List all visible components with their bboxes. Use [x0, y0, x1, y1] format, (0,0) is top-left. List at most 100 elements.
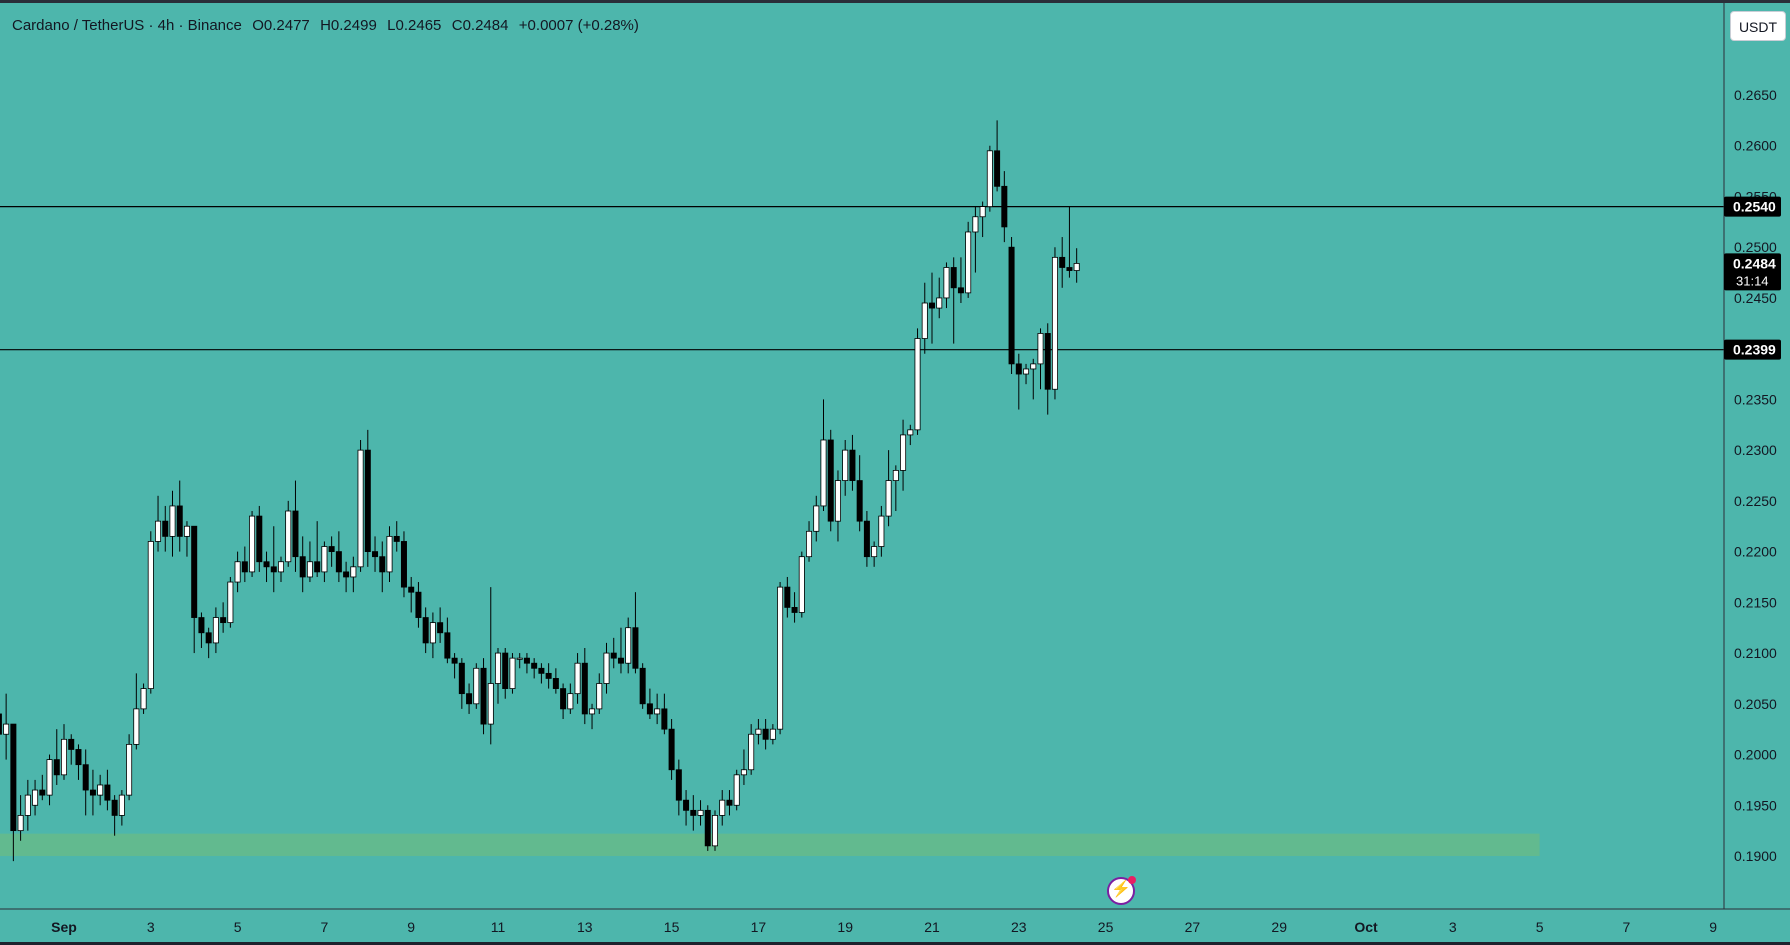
- candle[interactable]: [422, 607, 429, 654]
- candle[interactable]: [849, 434, 856, 491]
- candle[interactable]: [162, 505, 169, 552]
- candle[interactable]: [639, 663, 646, 709]
- candle[interactable]: [957, 257, 964, 304]
- candle[interactable]: [856, 455, 863, 532]
- candle[interactable]: [567, 683, 574, 714]
- candle[interactable]: [234, 551, 241, 593]
- candle[interactable]: [885, 450, 892, 527]
- candle[interactable]: [61, 724, 68, 780]
- candle[interactable]: [610, 637, 617, 669]
- candle[interactable]: [277, 556, 284, 583]
- candle[interactable]: [632, 592, 639, 674]
- candle[interactable]: [878, 505, 885, 557]
- candle[interactable]: [538, 663, 545, 684]
- candle[interactable]: [552, 668, 559, 694]
- candle[interactable]: [126, 734, 133, 801]
- candle[interactable]: [871, 541, 878, 567]
- candle[interactable]: [249, 511, 256, 577]
- candle[interactable]: [32, 779, 39, 816]
- candle[interactable]: [603, 642, 610, 694]
- candle[interactable]: [900, 419, 907, 491]
- candle[interactable]: [965, 221, 972, 298]
- candle[interactable]: [133, 673, 140, 750]
- candle[interactable]: [1051, 247, 1058, 400]
- candle[interactable]: [270, 526, 277, 593]
- candle[interactable]: [986, 145, 993, 212]
- lightning-icon[interactable]: ⚡: [1107, 876, 1136, 905]
- candle[interactable]: [560, 683, 567, 720]
- candle[interactable]: [748, 724, 755, 775]
- candle[interactable]: [97, 774, 104, 806]
- candle[interactable]: [241, 546, 248, 583]
- candle[interactable]: [646, 688, 653, 720]
- candle[interactable]: [393, 521, 400, 552]
- candle[interactable]: [675, 759, 682, 816]
- candle[interactable]: [907, 424, 914, 446]
- candle[interactable]: [617, 627, 624, 674]
- candle[interactable]: [364, 429, 371, 567]
- candle[interactable]: [408, 576, 415, 613]
- candle[interactable]: [545, 663, 552, 689]
- candle[interactable]: [328, 536, 335, 567]
- candle[interactable]: [820, 399, 827, 512]
- candle[interactable]: [285, 500, 292, 567]
- candle[interactable]: [806, 521, 813, 562]
- candle[interactable]: [950, 257, 957, 344]
- candle[interactable]: [509, 653, 516, 694]
- candle[interactable]: [596, 673, 603, 714]
- candle[interactable]: [1044, 323, 1051, 415]
- candle[interactable]: [531, 658, 538, 679]
- candle[interactable]: [777, 582, 784, 735]
- candle[interactable]: [379, 541, 386, 593]
- candle[interactable]: [147, 531, 154, 694]
- candle[interactable]: [712, 810, 719, 851]
- candle[interactable]: [755, 719, 762, 745]
- candle[interactable]: [654, 693, 661, 725]
- candle[interactable]: [683, 790, 690, 826]
- candle[interactable]: [1015, 353, 1022, 410]
- candle[interactable]: [17, 795, 24, 841]
- candle[interactable]: [842, 439, 849, 496]
- candle[interactable]: [733, 769, 740, 811]
- candle[interactable]: [791, 592, 798, 623]
- candle[interactable]: [458, 658, 465, 709]
- candle[interactable]: [3, 693, 10, 760]
- candle[interactable]: [589, 703, 596, 730]
- candle[interactable]: [314, 521, 321, 577]
- candle[interactable]: [198, 612, 205, 648]
- candle[interactable]: [306, 541, 313, 583]
- candle[interactable]: [863, 511, 870, 567]
- candle[interactable]: [118, 790, 125, 826]
- candle[interactable]: [719, 790, 726, 826]
- candle[interactable]: [176, 480, 183, 552]
- candle[interactable]: [581, 647, 588, 725]
- candle[interactable]: [169, 490, 176, 557]
- candle[interactable]: [1073, 248, 1080, 283]
- candle[interactable]: [68, 734, 75, 765]
- candle[interactable]: [191, 525, 198, 654]
- candle[interactable]: [574, 653, 581, 704]
- candle[interactable]: [415, 582, 422, 628]
- candle[interactable]: [53, 729, 60, 785]
- candle[interactable]: [140, 683, 147, 714]
- candle[interactable]: [227, 576, 234, 628]
- candle[interactable]: [502, 647, 509, 699]
- candle[interactable]: [740, 749, 747, 785]
- candle[interactable]: [437, 607, 444, 643]
- candle[interactable]: [914, 328, 921, 435]
- candle[interactable]: [451, 653, 458, 679]
- candle[interactable]: [697, 800, 704, 826]
- candle[interactable]: [827, 429, 834, 532]
- candle[interactable]: [769, 724, 776, 745]
- candle[interactable]: [1008, 237, 1015, 375]
- candle[interactable]: [82, 749, 89, 816]
- candle[interactable]: [75, 744, 82, 780]
- candle[interactable]: [350, 556, 357, 593]
- candle[interactable]: [429, 612, 436, 659]
- candle[interactable]: [335, 531, 342, 583]
- candle[interactable]: [1030, 358, 1037, 400]
- candle[interactable]: [212, 607, 219, 654]
- candle[interactable]: [111, 795, 118, 836]
- candle[interactable]: [494, 647, 501, 704]
- candle[interactable]: [1001, 171, 1008, 243]
